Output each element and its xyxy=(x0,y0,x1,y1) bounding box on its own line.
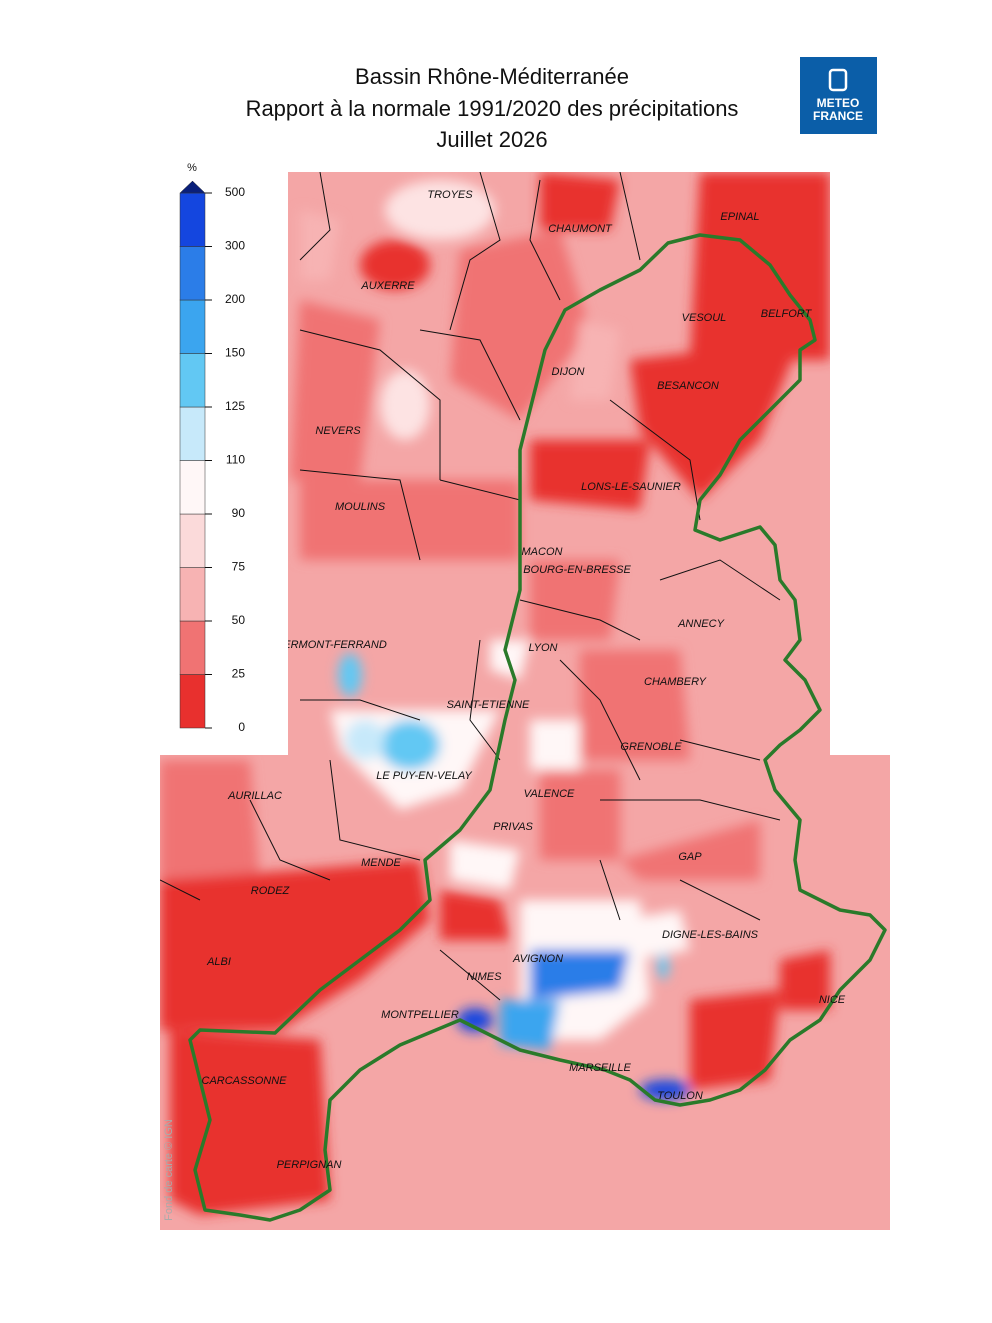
city-label: VALENCE xyxy=(524,788,575,800)
city-label: ALBI xyxy=(206,956,231,968)
city-label: SAINT-ETIENNE xyxy=(447,699,530,711)
city-label: BELFORT xyxy=(761,308,813,320)
city-label: MOULINS xyxy=(335,501,386,513)
logo-icon xyxy=(828,68,848,92)
city-label: MACON xyxy=(522,546,563,558)
legend-swatch xyxy=(179,406,206,461)
title: Bassin Rhône-Méditerranée Rapport à la n… xyxy=(246,64,739,152)
city-labels: TROYES CHAUMONT EPINAL AUXERRE VESOUL BELFORT… xyxy=(202,189,846,1171)
city-label: BOURG-EN-BRESSE xyxy=(523,564,631,576)
legend-label: 75 xyxy=(232,560,246,574)
legend-swatch xyxy=(179,513,206,568)
city-label: DIGNE-LES-BAINS xyxy=(662,929,759,941)
city-label: NEVERS xyxy=(315,425,361,437)
logo-text: METEO xyxy=(817,96,860,110)
map-area: TROYES CHAUMONT EPINAL AUXERRE VESOUL BELFORT… xyxy=(160,172,890,1230)
city-label: CLERMONT-FERRAND xyxy=(269,639,387,651)
city-label: LYON xyxy=(529,642,558,654)
city-label: NICE xyxy=(819,994,846,1006)
city-label: RODEZ xyxy=(251,885,291,897)
logo-text: FRANCE xyxy=(813,109,863,123)
city-label: TROYES xyxy=(427,189,473,201)
city-label: MENDE xyxy=(361,857,401,869)
legend-label: 110 xyxy=(226,453,245,467)
city-label: DIJON xyxy=(552,366,585,378)
logo: METEO FRANCE xyxy=(800,57,877,134)
legend-label: 0 xyxy=(238,720,245,734)
legend: % 0 25 50 75 90 110 125 150 200 300 500 xyxy=(179,162,246,734)
legend-label: 90 xyxy=(232,506,246,520)
legend-label: 25 xyxy=(232,667,246,681)
city-label: LE PUY-EN-VELAY xyxy=(376,770,472,782)
city-label: VESOUL xyxy=(682,312,727,324)
city-label: ANNECY xyxy=(677,618,725,630)
department-borders xyxy=(160,172,781,1001)
legend-swatch xyxy=(179,246,206,301)
legend-swatch xyxy=(179,674,206,729)
city-label: CARCASSONNE xyxy=(202,1075,288,1087)
legend-swatch xyxy=(179,460,206,515)
precip-patches xyxy=(160,172,830,1215)
city-label: LONS-LE-SAUNIER xyxy=(581,481,681,493)
city-label: PERPIGNAN xyxy=(277,1159,342,1171)
city-label: CHAUMONT xyxy=(548,223,613,235)
legend-swatch xyxy=(179,299,206,354)
legend-label: 300 xyxy=(225,239,245,253)
legend-label: 150 xyxy=(225,346,245,360)
city-label: GRENOBLE xyxy=(620,741,682,753)
city-label: AVIGNON xyxy=(512,953,563,965)
legend-label: 50 xyxy=(232,613,246,627)
legend-label: 200 xyxy=(225,292,245,306)
legend-over-arrow xyxy=(179,180,206,194)
city-label: PRIVAS xyxy=(493,821,533,833)
legend-unit: % xyxy=(187,162,197,174)
city-label: AURILLAC xyxy=(227,790,282,802)
city-label: GAP xyxy=(678,851,702,863)
title-line: Juillet 2026 xyxy=(436,127,547,152)
legend-swatch xyxy=(179,620,206,675)
city-label: MARSEILLE xyxy=(569,1062,631,1074)
city-label: MONTPELLIER xyxy=(381,1009,459,1021)
city-label: NIMES xyxy=(467,971,503,983)
basin-outline xyxy=(188,233,887,1222)
legend-label: 125 xyxy=(225,399,245,413)
legend-label: 500 xyxy=(225,185,245,199)
legend-swatch xyxy=(179,353,206,408)
title-line: Rapport à la normale 1991/2020 des préci… xyxy=(246,96,739,121)
title-line: Bassin Rhône-Méditerranée xyxy=(355,64,629,89)
city-label: AUXERRE xyxy=(360,280,415,292)
map-credit: Fond de carte © IGN xyxy=(163,1119,175,1221)
city-label: TOULON xyxy=(657,1090,703,1102)
legend-swatch xyxy=(179,567,206,622)
city-label: BESANCON xyxy=(657,380,719,392)
city-label: EPINAL xyxy=(720,211,759,223)
legend-swatch xyxy=(179,192,206,247)
city-label: CHAMBERY xyxy=(644,676,707,688)
